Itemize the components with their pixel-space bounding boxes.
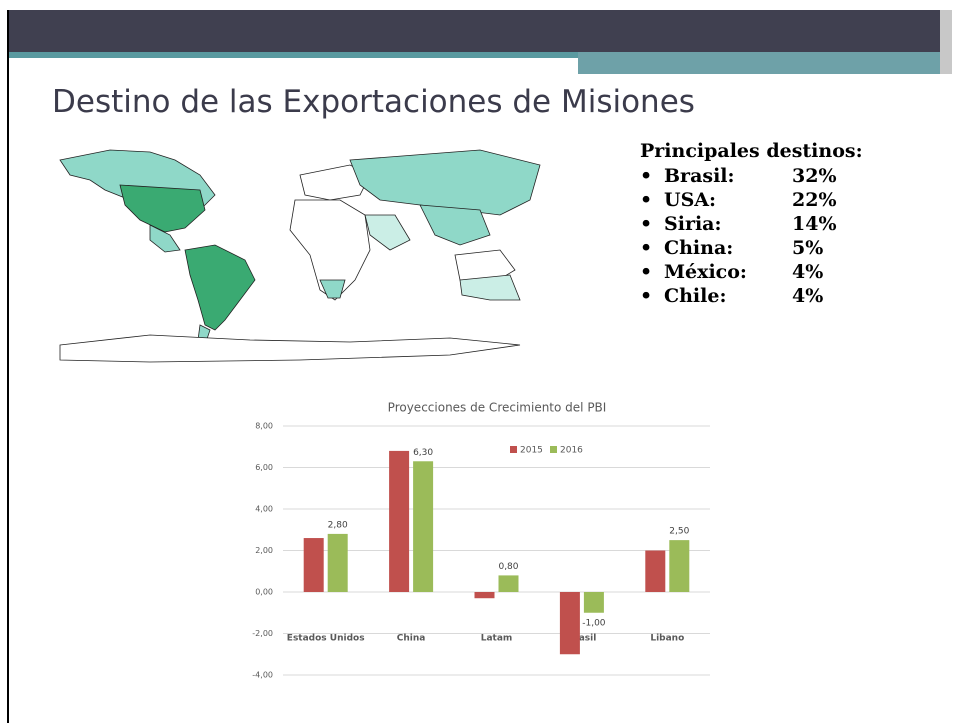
destination-name: Siria: [664,213,722,235]
legend-label: 2016 [560,446,583,456]
bar [303,538,324,592]
destination-share: 14% [792,213,837,235]
header-stripe [578,52,943,74]
bar [645,550,666,592]
destination-name: Brasil: [664,165,735,187]
destination-name: Chile: [664,285,727,307]
header-stripe [8,52,578,58]
header-edge [940,10,952,74]
destination-share: 4% [792,285,824,307]
y-tick-label: 6,00 [255,463,273,472]
y-tick-label: -4,00 [252,671,273,680]
bullet: • [640,165,653,187]
destinations-heading: Principales destinos: [640,140,863,162]
y-tick-label: 8,00 [255,422,273,431]
data-label: 6,30 [413,448,433,458]
destination-name: China: [664,237,734,259]
destination-share: 22% [792,189,837,211]
bar [327,533,348,592]
bullet: • [640,261,653,283]
data-label: 2,50 [669,527,689,537]
header-bar [8,10,943,52]
destination-share: 4% [792,261,824,283]
bullet: • [640,285,653,307]
data-label: 2,80 [328,520,348,530]
x-tick-label: Estados Unidos [287,634,365,644]
legend-swatch [550,446,557,453]
bar [669,540,690,592]
world-map [59,149,541,363]
chart-title: Proyecciones de Crecimiento del PBI [388,401,607,415]
y-tick-label: 4,00 [255,505,273,514]
destination-share: 5% [792,237,824,259]
bar [413,461,434,592]
bar [474,592,495,599]
destination-name: México: [664,261,747,283]
bar [583,592,604,613]
destination-share: 32% [792,165,837,187]
destinations-list: • Brasil: 32% • USA: 22% • Siria: 14% • China: 5% • M… [640,164,863,308]
x-tick-label: China [397,634,426,644]
destination-row: • Chile: 4% [640,284,863,308]
y-tick-label: -2,00 [252,629,273,638]
bullet: • [640,213,653,235]
bar [559,592,580,655]
y-tick-label: 2,00 [255,546,273,555]
destination-row: • México: 4% [640,260,863,284]
data-label: 0,80 [498,562,518,572]
destination-row: • Brasil: 32% [640,164,863,188]
bar [498,575,519,592]
y-tick-label: 0,00 [255,588,273,597]
x-tick-label: Brasil [567,634,596,644]
x-tick-label: Libano [650,634,684,644]
bullet: • [640,189,653,211]
destination-row: • Siria: 14% [640,212,863,236]
legend-label: 2015 [520,446,543,456]
legend-swatch [510,446,517,453]
destination-row: • China: 5% [640,236,863,260]
destinations: Principales destinos: • Brasil: 32% • USA: 22… [640,140,863,308]
bar [389,450,410,592]
slide-title: Destino de las Exportaciones de Misiones [52,84,695,120]
destination-name: USA: [664,189,717,211]
bullet: • [640,237,653,259]
destination-row: • USA: 22% [640,188,863,212]
data-label: -1,00 [582,618,606,628]
x-tick-label: Latam [481,634,513,644]
